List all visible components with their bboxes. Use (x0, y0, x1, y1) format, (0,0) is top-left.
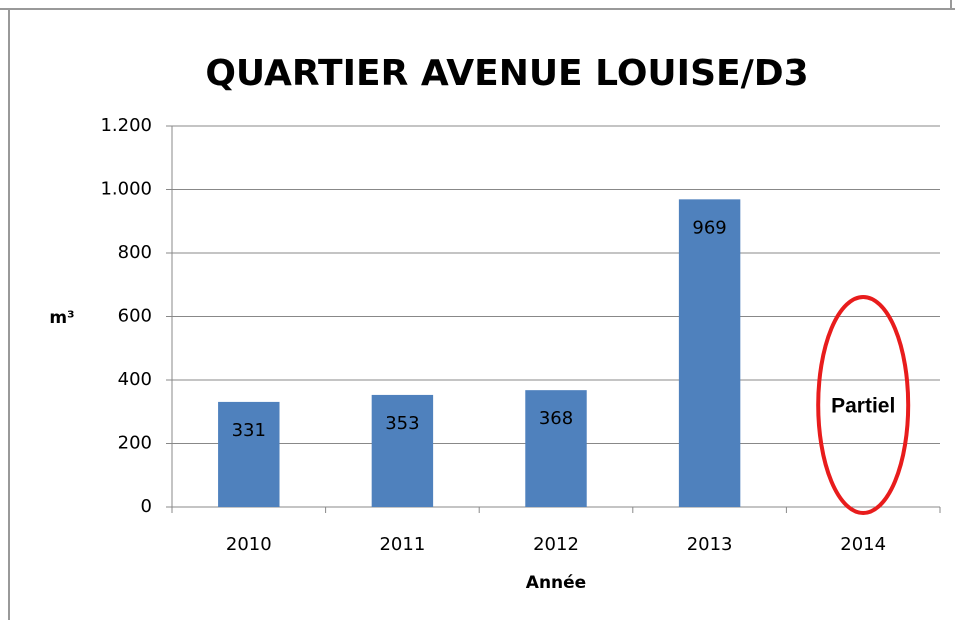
y-tick-label: 600 (118, 306, 152, 327)
data-label: 331 (232, 420, 266, 441)
x-tick-label: 2011 (379, 534, 425, 555)
x-tick-label: 2014 (840, 534, 886, 555)
y-tick-label: 200 (118, 433, 152, 454)
x-tick-label: 2010 (226, 534, 272, 555)
bar (678, 199, 741, 507)
chart-title: QUARTIER AVENUE LOUISE/D3 (205, 53, 808, 94)
annotation-text: Partiel (831, 395, 895, 418)
y-axis-label: m³ (49, 308, 74, 328)
data-label: 368 (539, 408, 573, 429)
x-tick-label: 2012 (533, 534, 579, 555)
y-tick-label: 400 (118, 369, 152, 390)
annotation-ellipse (816, 295, 911, 515)
y-tick-label: 1.200 (100, 115, 152, 136)
y-tick-label: 0 (141, 496, 152, 517)
bar (218, 401, 280, 507)
bar (525, 390, 587, 507)
data-label: 353 (385, 413, 419, 434)
y-tick-label: 800 (118, 242, 152, 263)
y-tick-label: 1.000 (100, 179, 152, 200)
x-axis-label: Année (526, 573, 586, 593)
data-label: 969 (692, 217, 726, 238)
x-tick-label: 2013 (687, 534, 733, 555)
bar (371, 394, 434, 507)
